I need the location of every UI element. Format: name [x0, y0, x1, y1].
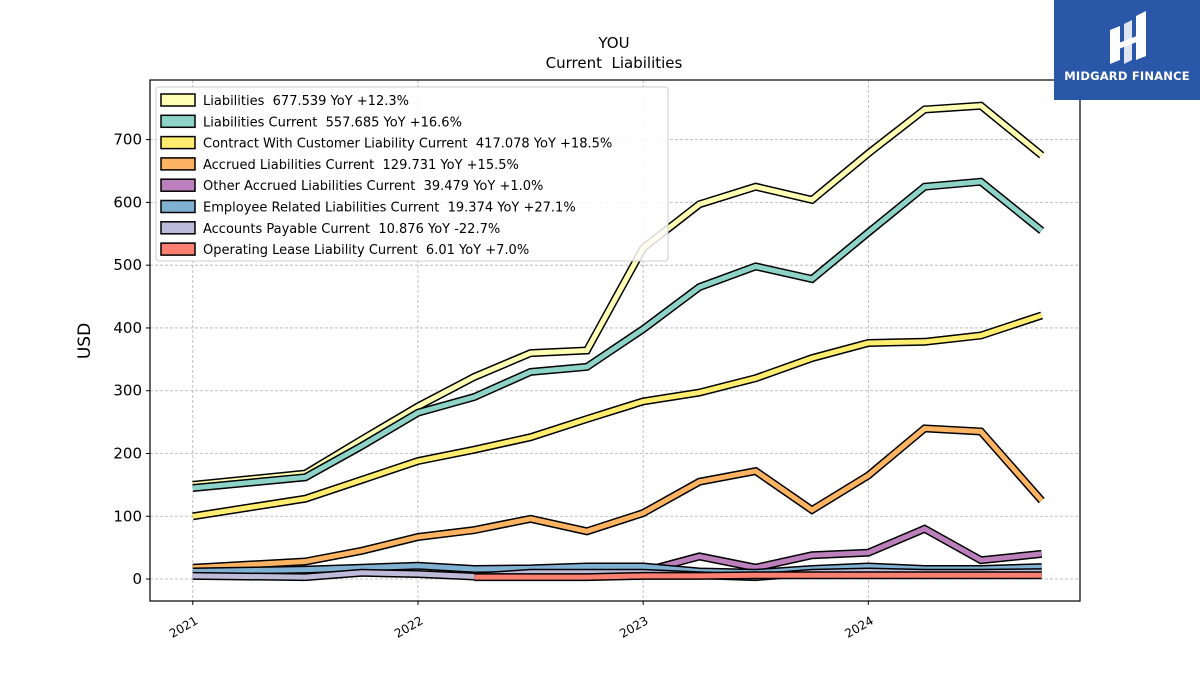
y-axis-ticks: 0 100 200 300 400 500 600 700: [113, 131, 150, 588]
y-tick-label: 300: [113, 382, 142, 400]
legend-swatch: [160, 93, 196, 107]
series-line: [474, 572, 1042, 580]
company-logo: MIDGARD FINANCE: [1054, 0, 1200, 100]
legend-swatch: [160, 242, 196, 256]
y-tick-label: 700: [113, 131, 142, 149]
legend-entry: Other Accrued Liabilities Current 39.479…: [203, 179, 543, 194]
series-line: [192, 563, 1042, 576]
legend: Liabilities 677.539 YoY +12.3% Liabilitie…: [155, 86, 669, 262]
legend-swatch: [160, 178, 196, 192]
legend-box: [155, 86, 669, 262]
series-line: [192, 313, 1043, 519]
legend-entry: Operating Lease Liability Current 6.01 Y…: [203, 243, 529, 258]
x-tick-label: 2023: [617, 613, 650, 640]
chart-subtitle: Current Liabilities: [546, 54, 683, 72]
y-tick-label: 400: [113, 319, 142, 337]
series-contract-with-customer-liability-current: [192, 311, 1043, 521]
x-tick-label: 2024: [842, 613, 875, 640]
series-accrued-liabilities-current: [192, 424, 1045, 572]
y-axis-label: USD: [75, 323, 95, 359]
y-tick-label: 100: [113, 507, 142, 525]
legend-entry: Liabilities 677.539 YoY +12.3%: [203, 94, 409, 109]
series-employee-related-liabilities-current: [192, 561, 1042, 577]
legend-swatch: [160, 114, 196, 129]
series-liabilities-current: [192, 177, 1045, 492]
legend-entry: Accrued Liabilities Current 129.731 YoY …: [203, 158, 519, 173]
series-line: [192, 179, 1044, 491]
x-tick-label: 2021: [167, 613, 200, 640]
y-tick-label: 600: [113, 193, 142, 211]
chart-title: YOU: [597, 34, 629, 52]
series-line: [192, 425, 1044, 571]
series-operating-lease-liability-current: [474, 571, 1042, 582]
legend-entry: Accounts Payable Current 10.876 YoY -22.…: [203, 222, 500, 237]
legend-swatch: [160, 199, 196, 214]
x-tick-label: 2022: [392, 613, 425, 640]
x-axis-ticks: 2021 2022 2023 2024: [167, 601, 876, 641]
series-line-outline: [192, 424, 1045, 572]
legend-entry: Employee Related Liabilities Current 19.…: [203, 201, 576, 216]
y-tick-label: 200: [113, 444, 142, 462]
legend-swatch: [160, 221, 196, 235]
plot-frame: [149, 79, 1081, 602]
y-tick-label: 500: [113, 256, 142, 274]
logo-mark-icon: [1110, 11, 1146, 64]
legend-swatch: [160, 157, 196, 171]
legend-swatch: [160, 135, 196, 150]
legend-entry: Contract With Customer Liability Current…: [203, 137, 612, 152]
logo-text: MIDGARD FINANCE: [1064, 69, 1190, 83]
legend-entry: Liabilities Current 557.685 YoY +16.6%: [203, 115, 462, 130]
y-tick-label: 0: [132, 570, 142, 588]
